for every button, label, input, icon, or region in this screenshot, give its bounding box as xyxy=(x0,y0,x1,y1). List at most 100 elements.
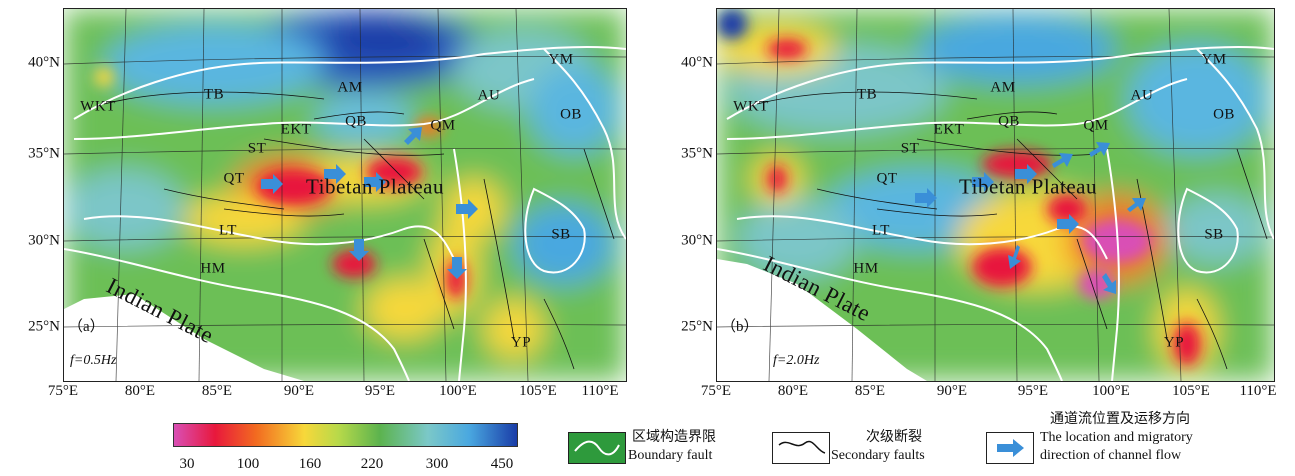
secondary-faults-b xyxy=(756,91,1268,370)
tibetan-plateau-label: Tibetan Plateau xyxy=(306,174,444,199)
channel-flow-arrow-icon xyxy=(447,257,467,279)
channel-flow-arrow-icon xyxy=(1102,273,1116,294)
lon-label-85: 85°E xyxy=(854,383,886,399)
tibetan-plateau-label: Tibetan Plateau xyxy=(959,174,1097,199)
region-label-hm: HM xyxy=(200,260,226,277)
channel-flow-label-cn: 通道流位置及运移方向 xyxy=(1050,412,1190,427)
region-label-qt: QT xyxy=(223,170,245,187)
region-label-am: AM xyxy=(990,79,1016,96)
boundary-fault-swatch xyxy=(568,432,626,464)
channel-flow-arrows-a xyxy=(261,127,478,279)
colorbar-tick: 220 xyxy=(360,456,384,472)
velocity-colorbar xyxy=(173,423,518,447)
lon-label-95: 95°E xyxy=(1017,383,1049,399)
lat-label-30: 30°N xyxy=(681,232,713,249)
region-label-lt: LT xyxy=(872,222,890,239)
channel-flow-swatch xyxy=(986,432,1034,464)
channel-flow-arrow-icon xyxy=(997,439,1024,457)
colorbar-tick: 300 xyxy=(425,456,449,472)
region-label-wkt: WKT xyxy=(733,98,769,115)
colorbar-tick: 160 xyxy=(298,456,322,472)
frequency-label-b: f=2.0Hz xyxy=(773,353,820,368)
channel-flow-arrow-icon xyxy=(1089,142,1110,157)
region-label-yp: YP xyxy=(1163,334,1185,351)
channel-flow-arrow-icon xyxy=(1008,245,1021,269)
lon-label-90: 90°E xyxy=(936,383,968,399)
boundary-fault-label-cn: 区域构造界限 xyxy=(632,430,716,445)
boundary-fault-line-icon xyxy=(574,440,620,456)
region-label-qm: QM xyxy=(430,117,456,134)
boundary-faults-b xyxy=(717,45,1274,381)
lat-label-25: 25°N xyxy=(28,318,60,335)
lat-label-35: 35°N xyxy=(28,145,60,162)
region-label-wkt: WKT xyxy=(80,98,116,115)
lon-label-95: 95°E xyxy=(364,383,396,399)
channel-flow-arrow-icon xyxy=(972,172,994,192)
region-label-ob: OB xyxy=(1213,106,1235,123)
lon-label-85: 85°E xyxy=(201,383,233,399)
channel-flow-label-en-1: The location and migratory xyxy=(1040,430,1193,445)
lon-label-105: 105°E xyxy=(519,383,557,399)
channel-flow-arrow-icon xyxy=(324,164,346,184)
indian-plate-area-a xyxy=(64,294,304,381)
region-label-au: AU xyxy=(1130,87,1154,104)
channel-flow-arrow-icon xyxy=(404,127,422,145)
region-label-qm: QM xyxy=(1083,117,1109,134)
channel-flow-arrow-icon xyxy=(1052,153,1073,168)
region-label-qb: QB xyxy=(998,113,1020,130)
region-label-st: ST xyxy=(247,140,267,157)
region-label-qb: QB xyxy=(345,113,367,130)
panel-label-b: （b） xyxy=(721,319,759,335)
lon-label-105: 105°E xyxy=(1172,383,1210,399)
lon-label-110: 110°E xyxy=(581,383,619,399)
channel-flow-arrow-icon xyxy=(349,239,369,261)
channel-flow-label-en-2: direction of channel flow xyxy=(1040,448,1182,463)
region-label-ym: YM xyxy=(548,51,574,68)
channel-flow-arrow-icon xyxy=(1015,164,1037,184)
region-label-am: AM xyxy=(337,79,363,96)
lat-label-40: 40°N xyxy=(681,54,713,71)
channel-flow-arrow-icon xyxy=(364,172,386,192)
map-canvas-b xyxy=(717,9,1274,381)
map-canvas-a xyxy=(64,9,626,381)
seismic-map-b: WKT TB AM AU YM OB EKT QB QM ST QT Tibet… xyxy=(716,8,1275,382)
seismic-map-a: WKT TB AM AU YM OB EKT QB QM ST QT Tibet… xyxy=(63,8,627,382)
region-label-ekt: EKT xyxy=(280,121,312,138)
region-label-tb: TB xyxy=(856,86,878,103)
lon-label-80: 80°E xyxy=(777,383,809,399)
lat-label-30: 30°N xyxy=(28,232,60,249)
region-label-ym: YM xyxy=(1201,51,1227,68)
region-label-ekt: EKT xyxy=(933,121,965,138)
colorbar-tick: 450 xyxy=(490,456,514,472)
channel-flow-arrow-icon xyxy=(1057,214,1079,234)
region-label-lt: LT xyxy=(219,222,237,239)
map-panel-a: 40°N 35°N 30°N 25°N xyxy=(28,0,627,400)
channel-flow-arrows-b xyxy=(915,142,1146,294)
lon-label-100: 100°E xyxy=(1092,383,1130,399)
frequency-label-a: f=0.5Hz xyxy=(70,353,117,368)
region-label-hm: HM xyxy=(853,260,879,277)
lon-label-90: 90°E xyxy=(283,383,315,399)
region-label-sb: SB xyxy=(1204,226,1224,243)
lat-label-40: 40°N xyxy=(28,54,60,71)
region-label-yp: YP xyxy=(510,334,532,351)
secondary-faults-a xyxy=(103,91,615,370)
map-panel-b: 40°N 35°N 30°N 25°N xyxy=(681,0,1278,400)
lat-label-35: 35°N xyxy=(681,145,713,162)
channel-flow-arrow-icon xyxy=(456,199,478,219)
colorbar-tick: 30 xyxy=(179,456,195,472)
lon-label-100: 100°E xyxy=(439,383,477,399)
lon-label-110: 110°E xyxy=(1239,383,1277,399)
lon-label-80: 80°E xyxy=(124,383,156,399)
region-label-sb: SB xyxy=(551,226,571,243)
region-label-ob: OB xyxy=(560,106,582,123)
secondary-fault-label-en: Secondary faults xyxy=(831,448,925,463)
panel-label-a: （a） xyxy=(68,319,105,335)
boundary-fault-label-en: Boundary fault xyxy=(628,448,713,463)
secondary-fault-label-cn: 次级断裂 xyxy=(866,430,922,445)
region-label-st: ST xyxy=(900,140,920,157)
boundary-faults-a xyxy=(64,45,626,381)
graticule-a xyxy=(64,9,626,381)
secondary-fault-line-icon xyxy=(778,440,826,454)
region-label-au: AU xyxy=(477,87,501,104)
